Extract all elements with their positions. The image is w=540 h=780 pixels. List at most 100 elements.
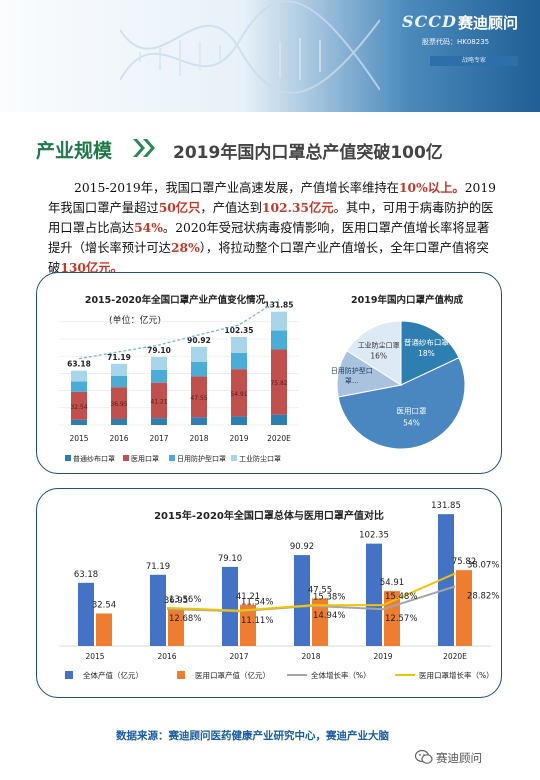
bar-value-label: 102.35 [359, 531, 389, 541]
stack-segment-1 [191, 376, 207, 418]
bar-value-label: 47.55 [308, 585, 332, 595]
lower-chart-panel: 2015年-2020年全国口罩总体与医用口罩产值对比 63.18 32.54 2015… [36, 488, 502, 698]
legend-swatch [65, 455, 71, 461]
wechat-account-label: 赛迪顾问 [436, 751, 482, 765]
stack-segment-0 [151, 418, 167, 425]
legend-swatch [123, 455, 129, 461]
line-value-label: 12.57% [385, 614, 417, 624]
chart-title: 2015年-2020年全国口罩总体与医用口罩产值对比 [154, 509, 384, 522]
unit-label: (单位：亿元) [109, 314, 161, 326]
pie-percent: 16% [370, 352, 387, 361]
line-value-label: 11.54% [241, 598, 273, 608]
section-subtitle: 2019年国内口罩总产值突破100亿 [173, 143, 443, 163]
line-value-label: 11.11% [241, 616, 273, 626]
bar-value-label: 54.91 [380, 578, 404, 588]
pie-label: 普通纱布口罩 [404, 337, 449, 347]
segment-value-label: 36.95 [110, 401, 127, 408]
stack-segment-3 [151, 356, 167, 370]
highlight-text: 54% [134, 220, 163, 235]
data-source-note: 数据来源：赛迪顾问医药健康产业研究中心，赛迪产业大脑 [116, 730, 389, 742]
medical-value-bar [312, 598, 328, 646]
total-value-bar [438, 514, 454, 646]
x-tick-label: 2018 [301, 652, 320, 661]
legend-label: 普通纱布口罩 [73, 454, 115, 463]
paragraph-text: 2019年我国口罩产量超过 [48, 181, 496, 215]
stack-segment-2 [231, 352, 247, 370]
legend-label: 全体增长率（%） [311, 670, 371, 680]
chart-title: 2019年国内口罩产值构成 [351, 294, 463, 306]
total-value-bar [150, 574, 166, 646]
medical-value-bar [96, 613, 112, 646]
stack-segment-3 [271, 311, 287, 331]
line-value-label: 38.07% [467, 561, 499, 571]
total-value-label: 71.19 [107, 353, 131, 362]
line-value-label: 15.48% [385, 592, 417, 602]
total-value-label: 131.85 [265, 301, 294, 310]
pie-percent: 54% [403, 418, 420, 427]
pie-label: 工业防尘口罩 [358, 341, 400, 350]
stack-segment-2 [151, 369, 167, 383]
total-value-label: 102.35 [225, 326, 254, 335]
double-chevron-right-icon [133, 139, 155, 157]
paragraph-text: ，产值达到 [200, 201, 262, 215]
line-value-label: 28.82% [467, 591, 499, 601]
pie-slice-0 [400, 320, 460, 386]
bar-value-label: 41.21 [236, 592, 260, 602]
line-value-label: 14.94% [313, 611, 345, 621]
paragraph-text: ），将拉动整个口罩产业产值增长，全年口罩产值将突破 [48, 241, 489, 275]
stack-segment-1 [151, 382, 167, 419]
pie-slice-3 [346, 320, 402, 386]
wechat-icon [415, 749, 433, 764]
total-value-label: 63.18 [67, 360, 91, 369]
stack-segment-3 [111, 363, 127, 377]
x-tick-label: 2015 [69, 434, 88, 443]
highlight-text: 130亿元。 [60, 260, 123, 275]
x-tick-label: 2020E [443, 652, 467, 661]
legend-label: 医用口罩增长率（%） [419, 670, 494, 680]
bar-value-label: 71.19 [146, 562, 170, 572]
stack-segment-2 [111, 376, 127, 388]
stack-segment-0 [271, 414, 287, 425]
stack-segment-0 [71, 419, 87, 425]
line-value-label: 15.38% [313, 592, 345, 602]
stack-segment-3 [191, 346, 207, 362]
legend-label: 全体产值（亿元） [83, 670, 143, 680]
stack-segment-2 [191, 361, 207, 377]
section-title: 产业规模 [36, 140, 113, 162]
bar-value-label: 75.82 [452, 557, 476, 567]
brand-slogan: 战略专家 [430, 56, 518, 66]
total-value-bar [294, 555, 310, 646]
x-tick-label: 2019 [229, 434, 248, 443]
total-value-bar [78, 582, 94, 646]
pie-label: 医用口罩 [397, 406, 427, 415]
bar-value-label: 36.95 [164, 596, 188, 606]
legend-swatch [177, 671, 185, 679]
pie-label: 罩... [345, 377, 359, 385]
dna-helix-decoration [120, 0, 380, 94]
bar-value-label: 90.92 [290, 542, 314, 552]
segment-value-label: 47.55 [190, 395, 207, 402]
legend-swatch [169, 455, 175, 461]
x-tick-label: 2019 [373, 652, 392, 661]
bar-value-label: 63.18 [74, 570, 98, 580]
highlight-text: 10%以上。 [398, 180, 465, 195]
chart-title: 2015-2020年全国口罩产业产值变化情况 [85, 294, 266, 306]
highlight-text: 50亿只 [158, 200, 201, 215]
stack-segment-1 [111, 387, 127, 419]
paragraph-text: 2015-2019年，我国口罩产业高速发展，产值增长率维持在 [74, 181, 399, 195]
stacked-bar-chart: 2015-2020年全国口罩产业产值变化情况 (单位：亿元) 32.54 63.18 2… [59, 294, 299, 463]
total-value-bar [366, 543, 382, 646]
highlight-text: 28% [170, 240, 200, 255]
medical-value-bar [456, 570, 472, 646]
stack-segment-0 [231, 416, 247, 425]
medical-value-bar [168, 609, 184, 646]
x-tick-label: 2017 [229, 652, 248, 661]
line-value-label: 13.56% [169, 595, 201, 605]
stack-segment-1 [231, 369, 247, 417]
total-value-bar [222, 566, 238, 646]
medical-value-bar [240, 604, 256, 646]
legend-label: 工业防尘口罩 [239, 454, 281, 463]
header-banner: SCCD 赛迪顾问 股票代码：HK08235 战略专家 [0, 0, 540, 112]
legend-swatch [65, 671, 73, 679]
